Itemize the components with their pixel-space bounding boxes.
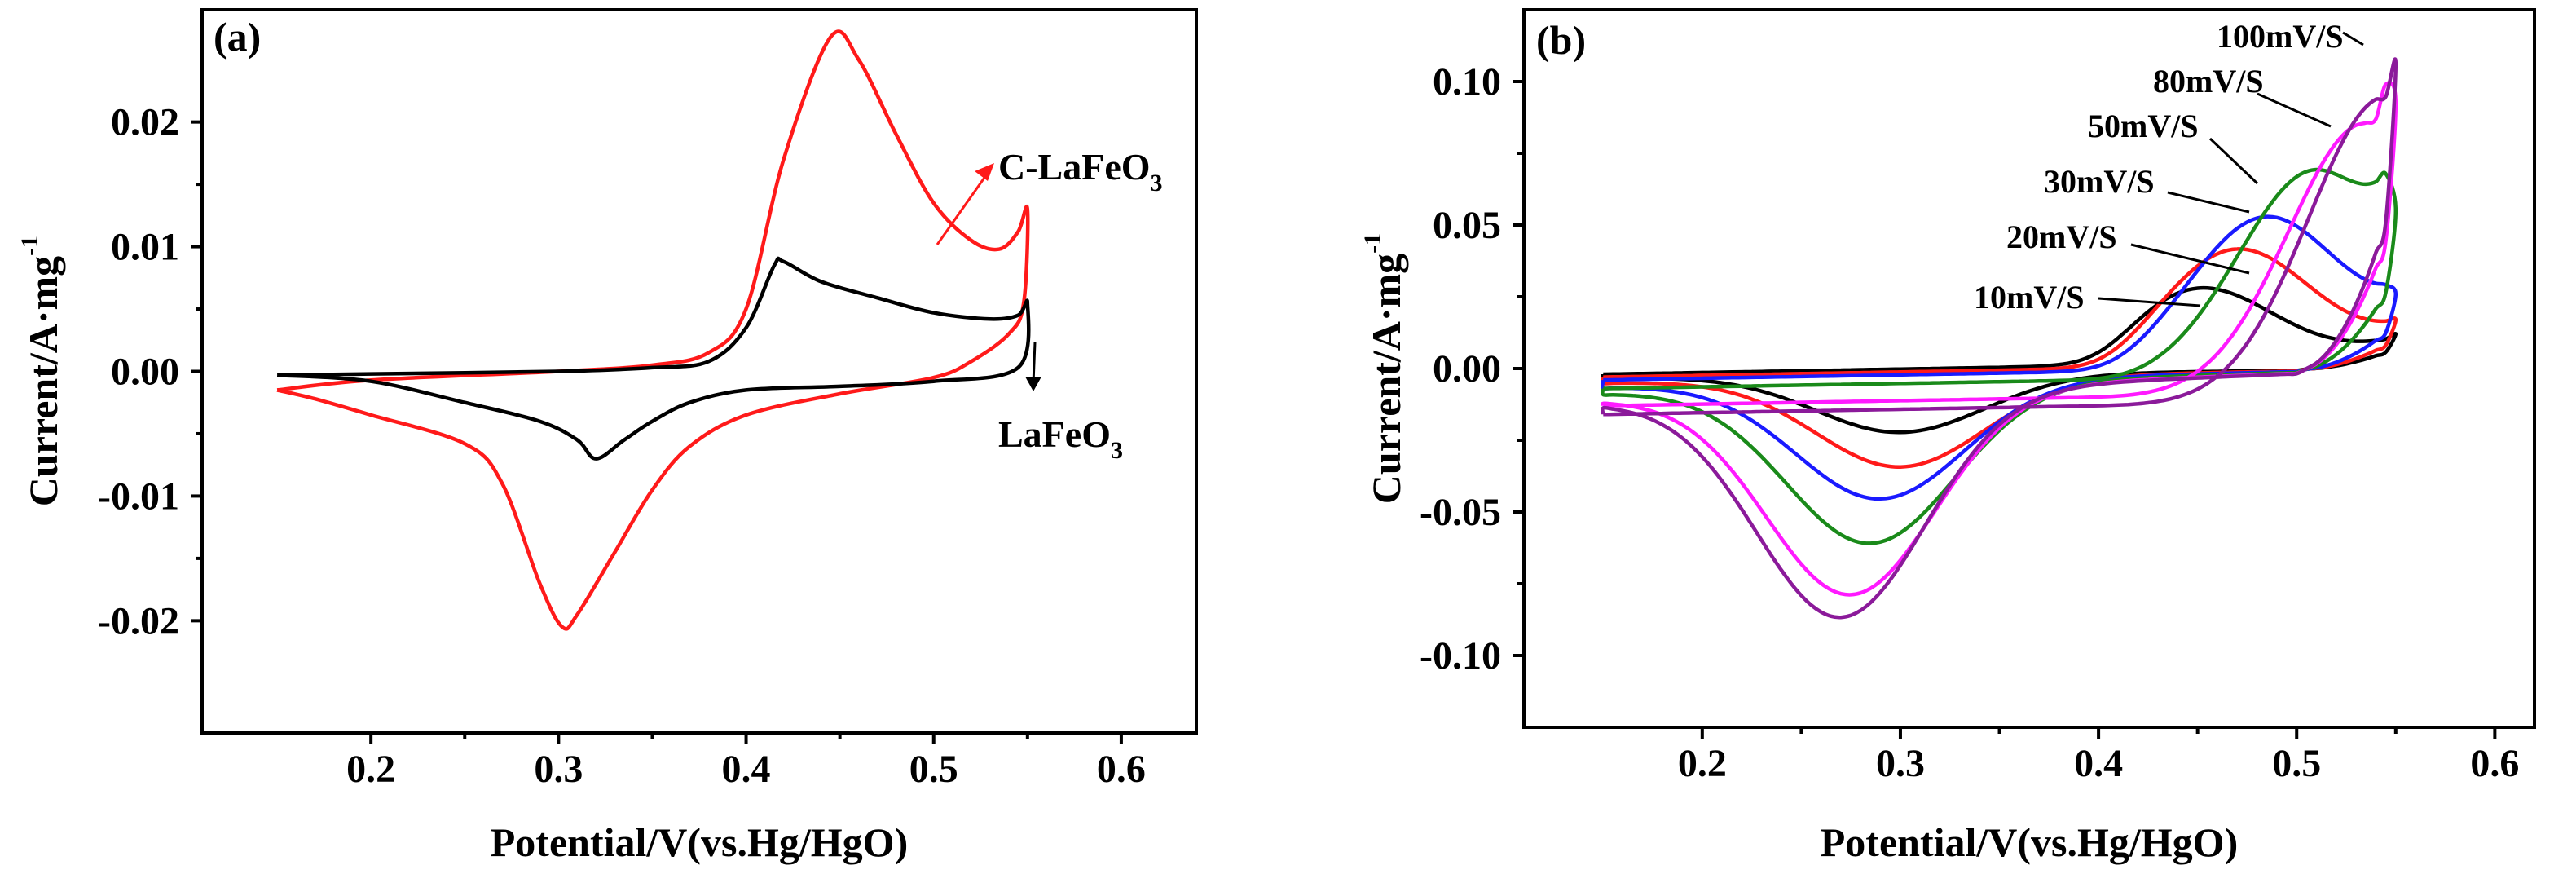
scan-rate-label-10: 10mV/S [1974,279,2085,316]
c-lafeo3-arrow [936,174,988,245]
b-x-tick-label: 0.6 [2470,742,2519,785]
lafeo3-arrow [1032,342,1037,384]
panel-a-y-axis-label-sup: -1 [16,236,43,256]
b-x-tick-label: 0.3 [1876,742,1925,785]
a-x-tick-label: 0.6 [1097,748,1146,791]
b-y-tick-label: -0.05 [1420,491,1501,534]
panel-b-annotations: 100mV/S 80mV/S 50mV/S 30mV/S 20mV/S 10mV… [1974,18,2364,316]
b-x-tick-label: 0.5 [2272,742,2321,785]
b-y-tick-label: 0.05 [1433,204,1501,247]
scan-rate-arrow-100 [2342,31,2364,46]
a-x-tick-label: 0.2 [346,748,395,791]
a-x-tick-label: 0.5 [909,748,958,791]
b-y-tick-label: 0.00 [1433,347,1501,391]
panel-b-x-axis-label: Potential/V(vs.Hg/HgO) [1821,819,2238,865]
c-lafeo3-label-sub: 3 [1151,170,1163,196]
scan-rate-arrow-30 [2167,191,2250,214]
a-y-tick-label: 0.00 [111,351,179,394]
panel-b: 0.2 0.3 0.4 0.5 0.6 -0.10 -0.05 0.00 0.05 0.10 (b… [1359,8,2536,865]
panel-a-ticks: 0.2 0.3 0.4 0.5 0.6 -0.02 -0.01 0.00 0.01 0.02 [98,101,1146,791]
scan-rate-arrow-10 [2098,297,2201,307]
scan-rate-label-30: 30mV/S [2044,163,2155,200]
scan-rate-arrow-50 [2208,137,2259,185]
panel-a-x-axis-label: Potential/V(vs.Hg/HgO) [491,819,908,865]
cv-curve-100mv-s [1601,57,2398,620]
panel-a-curves [276,29,1031,631]
lafeo3-label-main: LaFeO [998,413,1111,455]
b-y-tick-label: 0.10 [1433,60,1501,104]
scan-rate-arrow-80 [2257,92,2332,128]
cv-curve-20mv-s [1601,247,2398,469]
cv-curve-10mv-s [1601,285,2398,435]
a-x-tick-label: 0.4 [722,748,771,791]
panel-b-y-axis-label-sup: -1 [1359,233,1386,254]
panel-a-label: (a) [214,14,261,60]
scan-rate-arrow-20 [2130,243,2250,275]
a-y-tick-label: -0.01 [98,475,179,518]
a-y-tick-label: 0.02 [111,101,179,144]
cv-curve-50mv-s [1601,167,2398,545]
scan-rate-label-20: 20mV/S [2006,218,2117,255]
lafeo3-arrowhead [1025,377,1041,391]
scan-rate-label-80: 80mV/S [2153,63,2264,99]
cv-curve-80mv-s [1601,81,2398,597]
b-x-tick-label: 0.4 [2074,742,2123,785]
c-lafeo3-arrowhead [975,163,994,181]
c-lafeo3-label: C-LaFeO3 [998,146,1163,196]
panel-a-y-axis-label-main: Current/A·mg [20,256,66,506]
panel-b-y-axis-label: Current/A·mg-1 [1359,233,1409,504]
panel-b-ticks: 0.2 0.3 0.4 0.5 0.6 -0.10 -0.05 0.00 0.05 0.10 [1420,60,2519,785]
b-y-tick-label: -0.10 [1420,634,1501,678]
panel-b-label: (b) [1536,17,1586,63]
cv-curve-c-lafeo3 [276,29,1030,631]
cv-curve-lafeo3 [276,256,1031,461]
scan-rate-label-100: 100mV/S [2217,18,2344,55]
a-x-tick-label: 0.3 [534,748,583,791]
panel-b-curves [1601,57,2398,620]
a-y-tick-label: 0.01 [111,226,179,269]
panel-a-y-axis-label: Current/A·mg-1 [16,236,66,506]
c-lafeo3-label-main: C-LaFeO [998,146,1151,188]
a-y-tick-label: -0.02 [98,599,179,642]
scan-rate-label-50: 50mV/S [2088,108,2199,144]
cv-curve-30mv-s [1601,214,2398,501]
panel-b-y-axis-label-main: Current/A·mg [1363,254,1409,504]
panel-a: 0.2 0.3 0.4 0.5 0.6 -0.02 -0.01 0.00 0.01 0.02 (a… [16,8,1198,865]
lafeo3-label-sub: 3 [1111,437,1123,464]
panel-a-frame [200,8,1198,735]
lafeo3-label: LaFeO3 [998,413,1123,464]
b-x-tick-label: 0.2 [1678,742,1727,785]
